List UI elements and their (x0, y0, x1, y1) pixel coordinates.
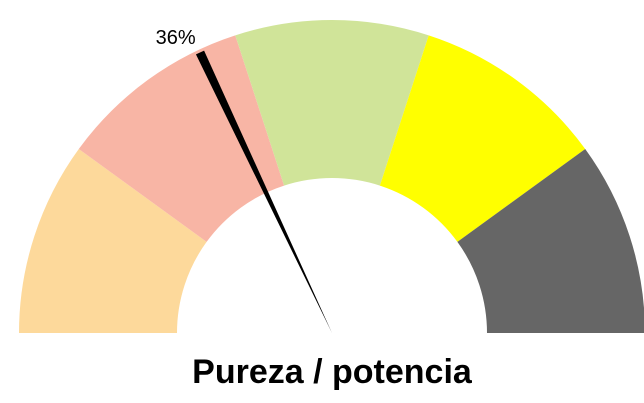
gauge-band (235, 19, 429, 186)
needle (195, 50, 332, 333)
chart-title: Pureza / potencia (192, 353, 473, 391)
gauge-band (457, 149, 644, 333)
value-label: 36% (156, 27, 196, 49)
gauge-band (379, 35, 586, 242)
gauge-band (78, 35, 285, 242)
gauge-band (19, 149, 207, 333)
